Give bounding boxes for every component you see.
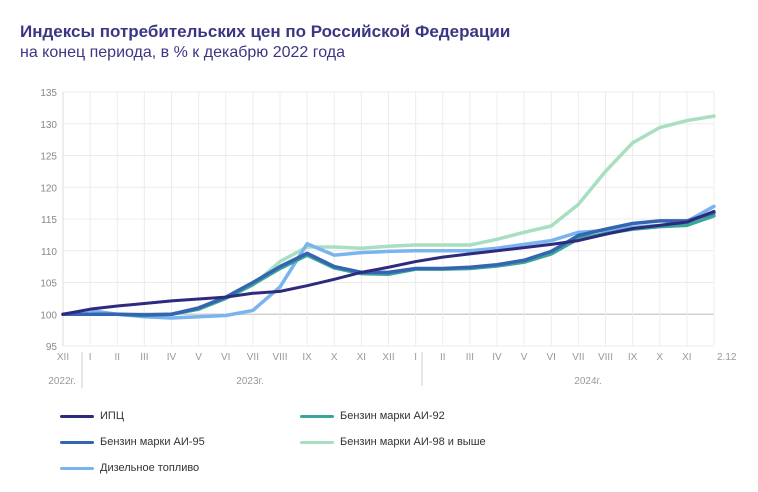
legend-label: Бензин марки АИ-98 и выше [340,436,486,448]
x-tick-label: V [521,352,528,363]
y-tick-label: 115 [41,215,57,226]
legend-swatch [60,466,94,470]
x-tick-label: VIII [272,352,287,363]
legend-swatch [300,414,334,418]
x-tick-label: VII [572,352,584,363]
year-label: 2024г. [574,376,601,387]
legend-item: Бензин марки АИ-95 [60,436,205,448]
legend-label: Дизельное топливо [100,462,200,474]
x-tick-label: VI [547,352,556,363]
legend-item: ИПЦ [60,410,124,422]
x-tick-label: VI [221,352,230,363]
x-tick-label: I [414,352,417,363]
x-tick-label: XII [382,352,394,363]
y-tick-label: 100 [40,310,57,321]
x-tick-label: VII [247,352,259,363]
legend-swatch [60,440,94,444]
y-tick-label: 110 [41,247,57,258]
x-tick-label: IX [302,352,312,363]
x-tick-label: X [656,352,663,363]
x-tick-label: III [466,352,474,363]
legend-swatch [300,440,334,444]
y-tick-label: 95 [46,342,58,353]
x-tick-label: III [140,352,148,363]
x-tick-label: IX [628,352,638,363]
x-tick-label: 2.12 [717,352,737,363]
year-label: 2022г. [48,376,75,387]
x-tick-label: X [331,352,338,363]
x-tick-label: V [195,352,202,363]
legend-item: Бензин марки АИ-92 [300,410,445,422]
year-label: 2023г. [236,376,263,387]
y-tick-label: 130 [40,120,57,131]
legend-item: Бензин марки АИ-98 и выше [300,436,486,448]
chart-subtitle: на конец периода, в % к декабрю 2022 год… [20,44,346,61]
x-tick-label: II [440,352,446,363]
legend-item: Дизельное топливо [60,462,199,474]
y-tick-label: 105 [40,279,57,290]
series-line-0 [61,209,716,316]
chart-title: Индексы потребительских цен по Российско… [20,22,511,41]
series-line-2 [61,210,716,317]
y-tick-label: 120 [40,183,57,194]
legend-swatch [60,414,94,418]
x-tick-label: XI [357,352,366,363]
y-tick-label: 125 [40,152,57,163]
x-tick-label: IV [167,352,177,363]
legend-label: Бензин марки АИ-95 [100,436,205,448]
x-tick-label: II [114,352,120,363]
y-tick-label: 135 [40,88,57,99]
legend-label: Бензин марки АИ-92 [340,410,445,422]
x-tick-label: XI [682,352,691,363]
x-tick-label: XII [57,352,69,363]
x-tick-label: IV [492,352,502,363]
legend-label: ИПЦ [100,410,124,422]
x-tick-label: I [89,352,92,363]
x-tick-label: VIII [598,352,613,363]
